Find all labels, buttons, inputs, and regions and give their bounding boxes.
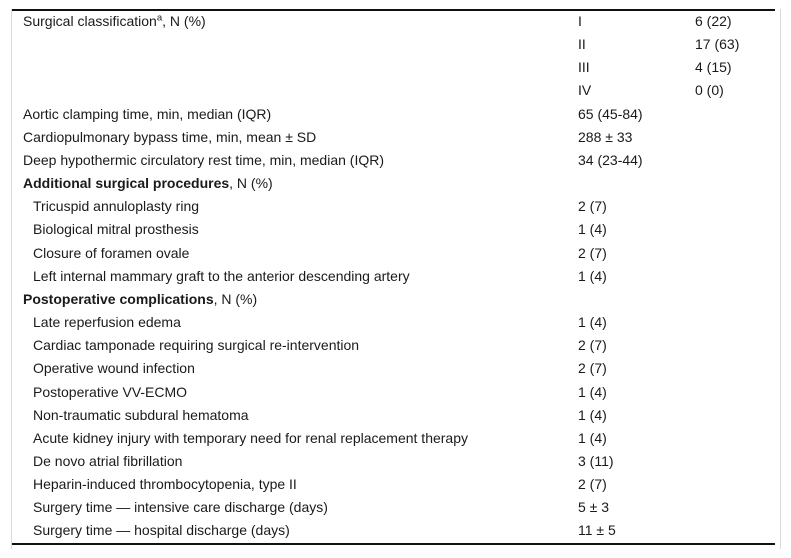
table-row: Additional surgical procedures, N (%) — [12, 172, 781, 195]
row-label: Aortic clamping time, min, median (IQR) — [23, 105, 272, 122]
left-guide-line — [11, 9, 12, 549]
table-body: Surgical classificationa, N (%) I 6 (22) II… — [12, 10, 781, 543]
row-label-suffix: , N (%) — [162, 13, 206, 29]
row-value-primary: 1 (4) — [578, 314, 607, 331]
table-row: Non-traumatic subdural hematoma 1 (4) — [12, 404, 781, 427]
row-value-primary: 2 (7) — [578, 198, 607, 215]
row-value-primary: 2 (7) — [578, 244, 607, 261]
row-label: De novo atrial fibrillation — [33, 452, 183, 469]
row-section-label: Postoperative complications — [23, 290, 214, 307]
table-row: Biological mitral prosthesis 1 (4) — [12, 218, 781, 241]
row-label: Surgery time — hospital discharge (days) — [33, 522, 290, 539]
row-value-primary: 2 (7) — [578, 337, 607, 354]
row-value-primary: 1 (4) — [578, 406, 607, 423]
row-value-primary: 288 ± 33 — [578, 128, 633, 145]
table-row: Deep hypothermic circulatory rest time, … — [12, 149, 781, 172]
row-label: Postoperative VV-ECMO — [33, 383, 188, 400]
row-label: Surgical classification — [23, 13, 157, 29]
row-value-primary: 1 (4) — [578, 383, 607, 400]
row-value-secondary: 4 (15) — [695, 59, 732, 76]
row-value-primary: 1 (4) — [578, 221, 607, 238]
row-label-suffix: , N (%) — [229, 175, 273, 192]
table-row: II 17 (63) — [12, 33, 781, 56]
row-section-label: Additional surgical procedures — [23, 175, 230, 192]
row-label: Cardiac tamponade requiring surgical re-… — [33, 337, 360, 354]
row-label: Heparin-induced thrombocytopenia, type I… — [33, 476, 297, 493]
row-label: Surgery time — intensive care discharge … — [33, 499, 328, 516]
table-row: Postoperative complications, N (%) — [12, 288, 781, 311]
table-row: Aortic clamping time, min, median (IQR) 6… — [12, 103, 781, 126]
row-value-primary: 2 (7) — [578, 360, 607, 377]
row-value-secondary: 6 (22) — [695, 13, 732, 29]
table-row: Acute kidney injury with temporary need … — [12, 427, 781, 450]
right-guide-line — [780, 9, 781, 549]
row-value-primary: 65 (45-84) — [578, 105, 643, 122]
row-label: Biological mitral prosthesis — [33, 221, 199, 238]
row-value-secondary: 0 (0) — [695, 82, 724, 99]
table-row: Surgery time — intensive care discharge … — [12, 496, 781, 519]
row-label: Non-traumatic subdural hematoma — [33, 406, 249, 423]
row-label: Late reperfusion edema — [33, 314, 181, 331]
table-row: Heparin-induced thrombocytopenia, type I… — [12, 473, 781, 496]
row-value-primary: 2 (7) — [578, 476, 607, 493]
table-row: Closure of foramen ovale 2 (7) — [12, 242, 781, 265]
row-value-primary: 5 ± 3 — [578, 499, 610, 516]
row-value-primary: 11 ± 5 — [578, 522, 616, 539]
row-value-primary: IV — [578, 82, 592, 99]
row-value-primary: 1 (4) — [578, 429, 607, 446]
table-top-rule — [12, 9, 775, 11]
row-value-primary: 3 (11) — [578, 452, 614, 469]
table-row: IV 0 (0) — [12, 79, 781, 102]
table-row: Surgery time — hospital discharge (days)… — [12, 519, 781, 542]
table-bottom-rule — [12, 543, 775, 545]
row-label-suffix: , N (%) — [213, 290, 258, 307]
outcomes-table: Surgical classificationa, N (%) I 6 (22) II… — [11, 9, 781, 549]
row-value-primary: 34 (23-44) — [578, 151, 643, 168]
row-label: Acute kidney injury with temporary need … — [33, 429, 468, 446]
table-row: Late reperfusion edema 1 (4) — [12, 311, 781, 334]
row-label: Deep hypothermic circulatory rest time, … — [23, 151, 384, 168]
table-row: Cardiac tamponade requiring surgical re-… — [12, 334, 781, 357]
row-label: Operative wound infection — [33, 360, 195, 377]
table-row: Cardiopulmonary bypass time, min, mean ±… — [12, 126, 781, 149]
table-row: Left internal mammary graft to the anter… — [12, 265, 781, 288]
row-value-primary: I — [578, 13, 582, 29]
row-value-primary: II — [578, 36, 586, 53]
row-label: Tricuspid annuloplasty ring — [33, 198, 200, 215]
table-row: De novo atrial fibrillation 3 (11) — [12, 450, 781, 473]
footnote-marker: a — [156, 12, 163, 24]
table-row: Postoperative VV-ECMO 1 (4) — [12, 381, 781, 404]
table-row: III 4 (15) — [12, 56, 781, 79]
row-value-primary: III — [578, 59, 590, 76]
table-row: Tricuspid annuloplasty ring 2 (7) — [12, 195, 781, 218]
row-value-secondary: 17 (63) — [695, 36, 740, 53]
row-value-primary: 1 (4) — [578, 267, 607, 284]
table-row: Surgical classificationa, N (%) I 6 (22) — [12, 10, 781, 33]
table-row: Operative wound infection 2 (7) — [12, 357, 781, 380]
row-label: Cardiopulmonary bypass time, min, mean ±… — [23, 128, 317, 145]
row-label: Closure of foramen ovale — [33, 244, 190, 261]
row-label: Left internal mammary graft to the anter… — [33, 267, 410, 284]
